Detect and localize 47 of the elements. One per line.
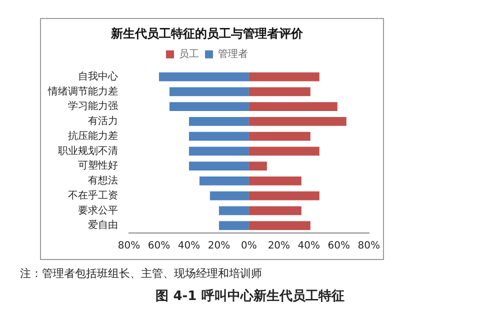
bar xyxy=(248,146,320,156)
legend-label: 管理者 xyxy=(218,48,248,60)
y-tick-label: 抗压能力差 xyxy=(68,130,118,142)
y-tick-label: 学习能力强 xyxy=(68,100,118,112)
x-tick-label: 20% xyxy=(268,240,290,252)
bar xyxy=(218,221,249,230)
x-tick-label: 80% xyxy=(118,240,140,252)
bar xyxy=(248,132,310,141)
y-tick-label: 不在乎工资 xyxy=(68,189,118,202)
caption: 图 4-1 呼叫中心新生代员工特征 xyxy=(154,288,346,305)
bar xyxy=(248,87,310,96)
y-tick-label: 情绪调节能力差 xyxy=(47,85,118,98)
bar xyxy=(158,72,249,82)
bar xyxy=(248,176,302,186)
bar xyxy=(248,72,320,82)
y-tick-label: 有活力 xyxy=(88,115,118,128)
y-tick-label: 可塑性好 xyxy=(78,160,118,172)
bar xyxy=(169,87,249,96)
x-tick-label: 60% xyxy=(328,240,350,252)
x-tick-label: 20% xyxy=(208,240,230,252)
bar xyxy=(218,206,249,216)
bar xyxy=(248,102,338,112)
bar xyxy=(210,191,249,200)
bar xyxy=(188,132,249,141)
bar xyxy=(248,191,320,200)
bar xyxy=(188,162,249,171)
bar xyxy=(248,162,267,171)
y-tick-label: 有想法 xyxy=(88,174,118,187)
text: 注：管理者包括班组长、主管、现场经理和培训师 xyxy=(20,266,262,281)
x-tick-label: 80% xyxy=(358,240,380,252)
bar xyxy=(248,116,346,126)
y-tick-label: 自我中心 xyxy=(78,70,118,82)
bar xyxy=(248,221,310,230)
x-tick-label: 40% xyxy=(178,240,200,252)
bar xyxy=(188,146,249,156)
y-tick-label: 职业规划不清 xyxy=(58,144,118,157)
bar xyxy=(199,176,249,186)
x-tick-label: 60% xyxy=(148,240,170,252)
y-tick-label: 爱自由 xyxy=(88,219,118,232)
bar xyxy=(188,116,249,126)
chart-title: 新生代员工特征的员工与管理者评价 xyxy=(110,26,304,40)
y-tick-label: 要求公平 xyxy=(78,204,118,216)
bar xyxy=(169,102,249,112)
legend-label: 员工 xyxy=(179,48,199,60)
x-tick-label: 40% xyxy=(298,240,320,252)
bar xyxy=(248,206,302,216)
x-tick-label: 0% xyxy=(241,240,257,252)
